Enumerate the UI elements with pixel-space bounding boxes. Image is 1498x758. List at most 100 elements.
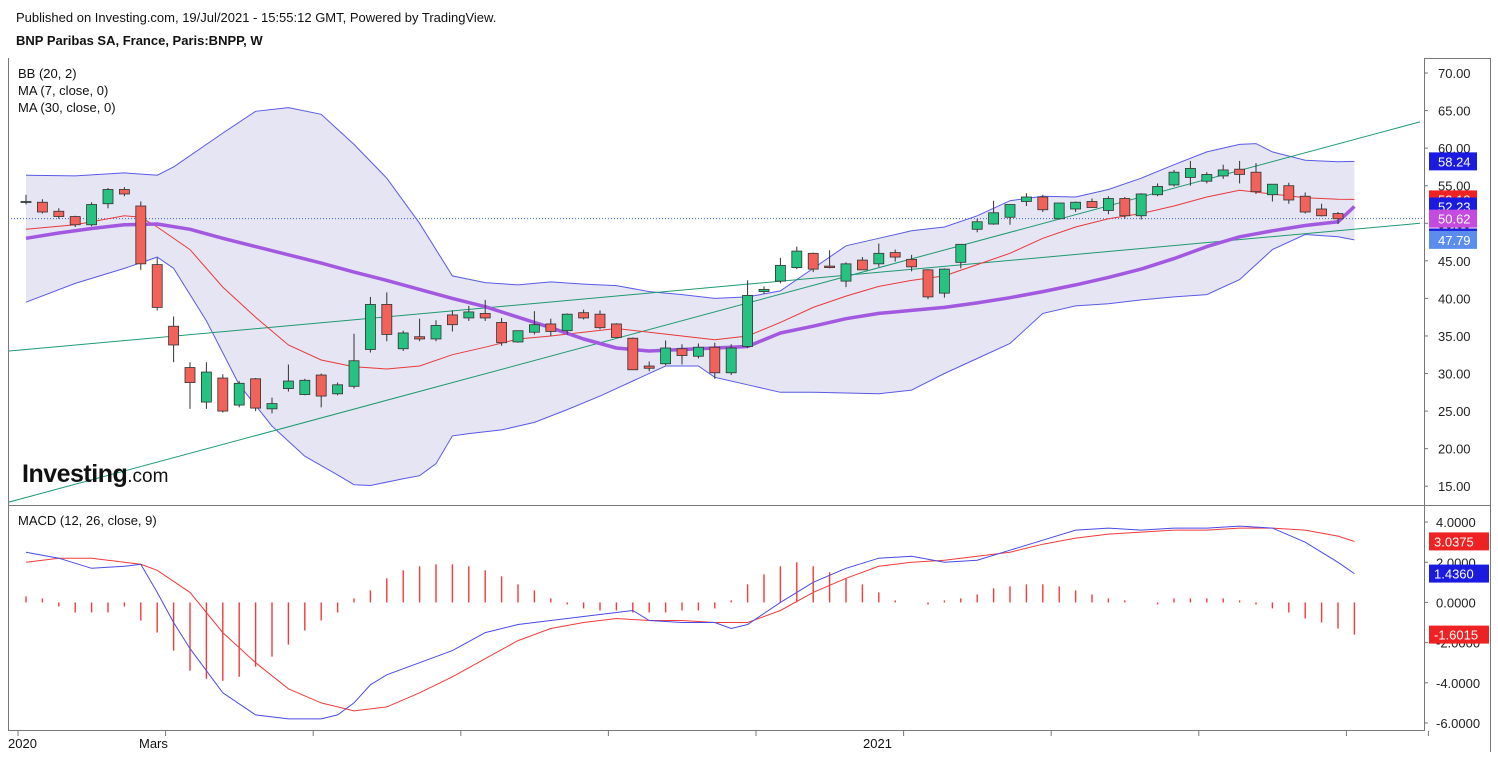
candle-body xyxy=(857,259,868,271)
candle xyxy=(955,243,967,269)
candle xyxy=(889,249,901,262)
candle xyxy=(463,305,475,321)
candle-body xyxy=(971,221,983,230)
candle-body xyxy=(529,324,540,333)
candle-body xyxy=(594,313,606,329)
candle xyxy=(1185,160,1196,186)
candle xyxy=(1086,198,1098,208)
candle-body xyxy=(168,325,180,346)
candle-body xyxy=(1267,183,1278,196)
candle-body xyxy=(479,313,491,319)
price-value-label: 50.62 xyxy=(1438,212,1471,227)
candle xyxy=(1250,163,1262,194)
candle xyxy=(627,337,639,371)
candle-body xyxy=(53,210,65,217)
candle xyxy=(988,200,999,225)
candle-body xyxy=(266,403,278,410)
candle-body xyxy=(939,268,950,294)
candle-body xyxy=(725,347,737,374)
candle xyxy=(971,218,983,233)
logo-suffix: .com xyxy=(127,466,169,487)
candle xyxy=(545,318,557,336)
candle xyxy=(512,330,524,343)
candle-body xyxy=(1201,174,1213,182)
trend-line-upper-ext xyxy=(9,348,27,352)
candle xyxy=(102,187,114,209)
candle xyxy=(119,187,130,197)
candle xyxy=(611,323,622,338)
candle-body xyxy=(1152,186,1163,196)
candle-body xyxy=(37,201,48,213)
candle-body xyxy=(496,322,508,344)
legend-bb: BB (20, 2) xyxy=(18,66,77,81)
candle xyxy=(446,310,458,332)
candle-body xyxy=(1119,198,1131,217)
legend-ma7: MA (7, close, 0) xyxy=(18,83,108,98)
candle-body xyxy=(676,348,688,356)
candle-body xyxy=(824,265,835,269)
price-value-box xyxy=(1429,230,1477,249)
candle xyxy=(1316,203,1327,217)
candle xyxy=(1037,194,1049,213)
candle xyxy=(857,257,868,271)
candle xyxy=(725,344,737,376)
instrument-title: BNP Paribas SA, France, Paris:BNPP, W xyxy=(16,33,263,48)
logo-main: Investing xyxy=(22,460,128,488)
candle-body xyxy=(414,336,426,340)
candle xyxy=(479,299,491,321)
macd-line xyxy=(25,525,1355,720)
trend-line-lower xyxy=(25,121,1421,498)
candle-body xyxy=(1168,171,1180,186)
candle-body xyxy=(20,201,32,203)
macd-tick-label: -4.0000 xyxy=(1436,676,1480,691)
candle-body xyxy=(364,304,376,350)
candle-body xyxy=(1070,201,1081,210)
price-tick-label: 65.00 xyxy=(1438,104,1471,119)
candle-body xyxy=(250,378,262,409)
macd-tick-label: 0.0000 xyxy=(1436,595,1476,610)
candle-body xyxy=(348,360,360,387)
candle xyxy=(1152,183,1163,197)
candle xyxy=(1103,196,1114,215)
candle xyxy=(1053,202,1065,220)
price-tick-label: 20.00 xyxy=(1438,442,1471,457)
candle-body xyxy=(627,337,639,371)
candle xyxy=(86,202,97,227)
candle xyxy=(1267,183,1278,202)
candle-body xyxy=(742,294,753,347)
candle xyxy=(69,215,81,228)
candle-body xyxy=(463,311,475,319)
candle-body xyxy=(807,252,819,270)
candle-body xyxy=(791,250,803,269)
candle xyxy=(873,243,885,267)
candle-body xyxy=(282,380,294,389)
candle xyxy=(660,340,671,366)
candle-body xyxy=(446,314,458,326)
candle xyxy=(1168,169,1180,187)
x-label-mars: Mars xyxy=(139,736,168,751)
macd-value-box xyxy=(1429,564,1489,583)
candle-body xyxy=(1185,168,1196,178)
price-tick-label: 70.00 xyxy=(1438,66,1471,81)
candle-body xyxy=(611,323,622,338)
candle xyxy=(709,342,721,379)
candle-body xyxy=(660,347,671,365)
candle-body xyxy=(397,332,409,350)
price-value-label: 47.79 xyxy=(1438,233,1471,248)
macd-tick-label: 4.0000 xyxy=(1436,515,1476,530)
candle-body xyxy=(1135,193,1147,217)
candle-body xyxy=(561,313,573,332)
published-caption: Published on Investing.com, 19/Jul/2021 … xyxy=(16,10,497,25)
price-tick-label: 45.00 xyxy=(1438,254,1471,269)
candle xyxy=(53,208,65,219)
candle xyxy=(381,292,393,342)
candle-body xyxy=(955,243,967,263)
candle-body xyxy=(1103,198,1114,211)
candle-body xyxy=(135,205,147,265)
candle xyxy=(233,381,245,408)
candle-body xyxy=(775,264,786,282)
candle xyxy=(20,194,32,205)
macd-value-label: 3.0375 xyxy=(1434,534,1474,549)
candle-body xyxy=(200,371,212,403)
